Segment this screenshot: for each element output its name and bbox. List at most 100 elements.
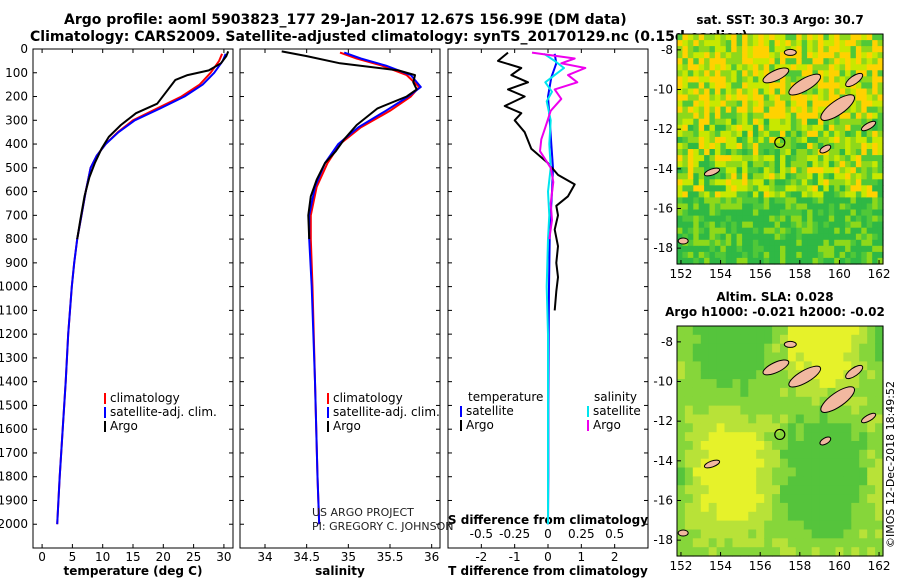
map-cell — [859, 379, 868, 389]
map-cell — [795, 396, 805, 407]
map-cell — [725, 52, 732, 59]
map-cell — [692, 387, 702, 398]
map-cell — [708, 326, 718, 336]
map-cell — [877, 58, 884, 65]
map-cell — [677, 423, 686, 433]
map-cell — [740, 511, 749, 522]
map-x-tick-label: 160 — [828, 267, 851, 281]
map-cell — [877, 203, 884, 211]
depth-tick-label: 1700 — [0, 446, 28, 460]
map-cell — [764, 538, 773, 548]
map-cell — [785, 185, 792, 192]
map-cell — [698, 239, 705, 247]
map-cell — [795, 467, 805, 477]
map-cell — [769, 100, 776, 108]
map-cell — [687, 173, 694, 180]
map-cell — [698, 130, 705, 138]
map-cell — [877, 179, 884, 186]
map-cell — [785, 227, 792, 235]
map-cell — [801, 149, 808, 156]
map-cell — [769, 149, 776, 156]
map-cell — [780, 334, 789, 345]
map-cell — [709, 94, 716, 102]
map-cell — [720, 167, 727, 174]
difference-panel: -2 -1 0 1 2-0.5 -0.25 0 0.25 0.5S difference fro… — [447, 48, 649, 578]
map-cell — [795, 449, 805, 460]
map-cell — [866, 136, 873, 144]
map-cell — [720, 70, 727, 77]
map-cell — [709, 215, 716, 223]
map-cell — [747, 257, 754, 265]
map-cell — [724, 485, 733, 495]
map-cell — [725, 124, 732, 132]
map-cell — [827, 414, 836, 424]
map-cell — [764, 387, 773, 398]
map-cell — [724, 458, 733, 469]
map-cell — [780, 94, 786, 102]
island-shape — [845, 364, 864, 380]
map-cell — [807, 179, 814, 186]
map-cell — [877, 155, 884, 162]
map-cell — [684, 405, 694, 415]
map-cell — [720, 191, 727, 199]
map-cell — [700, 485, 710, 495]
map-y-tick-label: -18 — [653, 533, 673, 547]
map-cell — [785, 251, 792, 259]
map-cell — [763, 167, 770, 174]
map-cell — [687, 197, 694, 205]
map-cell — [724, 547, 733, 557]
map-cell — [682, 155, 689, 162]
map-cell — [827, 485, 836, 495]
map-cell — [807, 118, 814, 126]
map-cell — [682, 88, 689, 96]
map-cell — [692, 334, 702, 345]
map-cell — [716, 511, 726, 522]
map-cell — [682, 221, 689, 229]
map-cell — [698, 209, 705, 217]
map-cell — [747, 197, 754, 205]
map-cell — [677, 538, 686, 548]
map-cell — [700, 405, 710, 415]
map-cell — [677, 387, 686, 398]
map-cell — [731, 179, 738, 186]
map-cell — [780, 494, 789, 504]
map-cell — [736, 203, 743, 211]
map-cell — [827, 334, 836, 345]
map-cell — [803, 379, 813, 389]
map-cell — [677, 405, 686, 415]
map-cell — [850, 167, 857, 174]
map-cell — [756, 334, 765, 345]
map-cell — [708, 547, 718, 557]
map-cell — [872, 40, 879, 47]
x-tick-label: 35 — [341, 550, 356, 564]
map-cell — [866, 58, 873, 65]
map-cell — [716, 379, 726, 389]
map-cell — [687, 88, 694, 96]
map-cell — [716, 423, 726, 433]
map-cell — [795, 432, 805, 442]
map-cell — [736, 155, 743, 162]
map-cell — [855, 82, 862, 90]
map-cell — [827, 352, 836, 362]
map-cell — [747, 179, 754, 186]
map-cell — [700, 423, 710, 433]
map-cell — [752, 215, 759, 223]
map-cell — [774, 239, 781, 247]
map-cell — [780, 458, 789, 469]
map-cell — [747, 215, 754, 223]
map-cell — [850, 173, 857, 180]
map-cell — [785, 233, 792, 241]
map-cell — [756, 343, 765, 354]
depth-tick-label: 900 — [5, 256, 28, 270]
map-cell — [736, 179, 743, 186]
map-cell — [763, 136, 770, 144]
map-cell — [748, 343, 757, 354]
map-cell — [720, 209, 727, 217]
map-cell — [756, 502, 765, 513]
map-cell — [851, 379, 860, 389]
map-cell — [780, 40, 786, 47]
map-cell — [787, 449, 797, 460]
map-cell — [748, 538, 757, 548]
map-cell — [709, 155, 716, 162]
x-tick-label: 35.5 — [377, 550, 404, 564]
